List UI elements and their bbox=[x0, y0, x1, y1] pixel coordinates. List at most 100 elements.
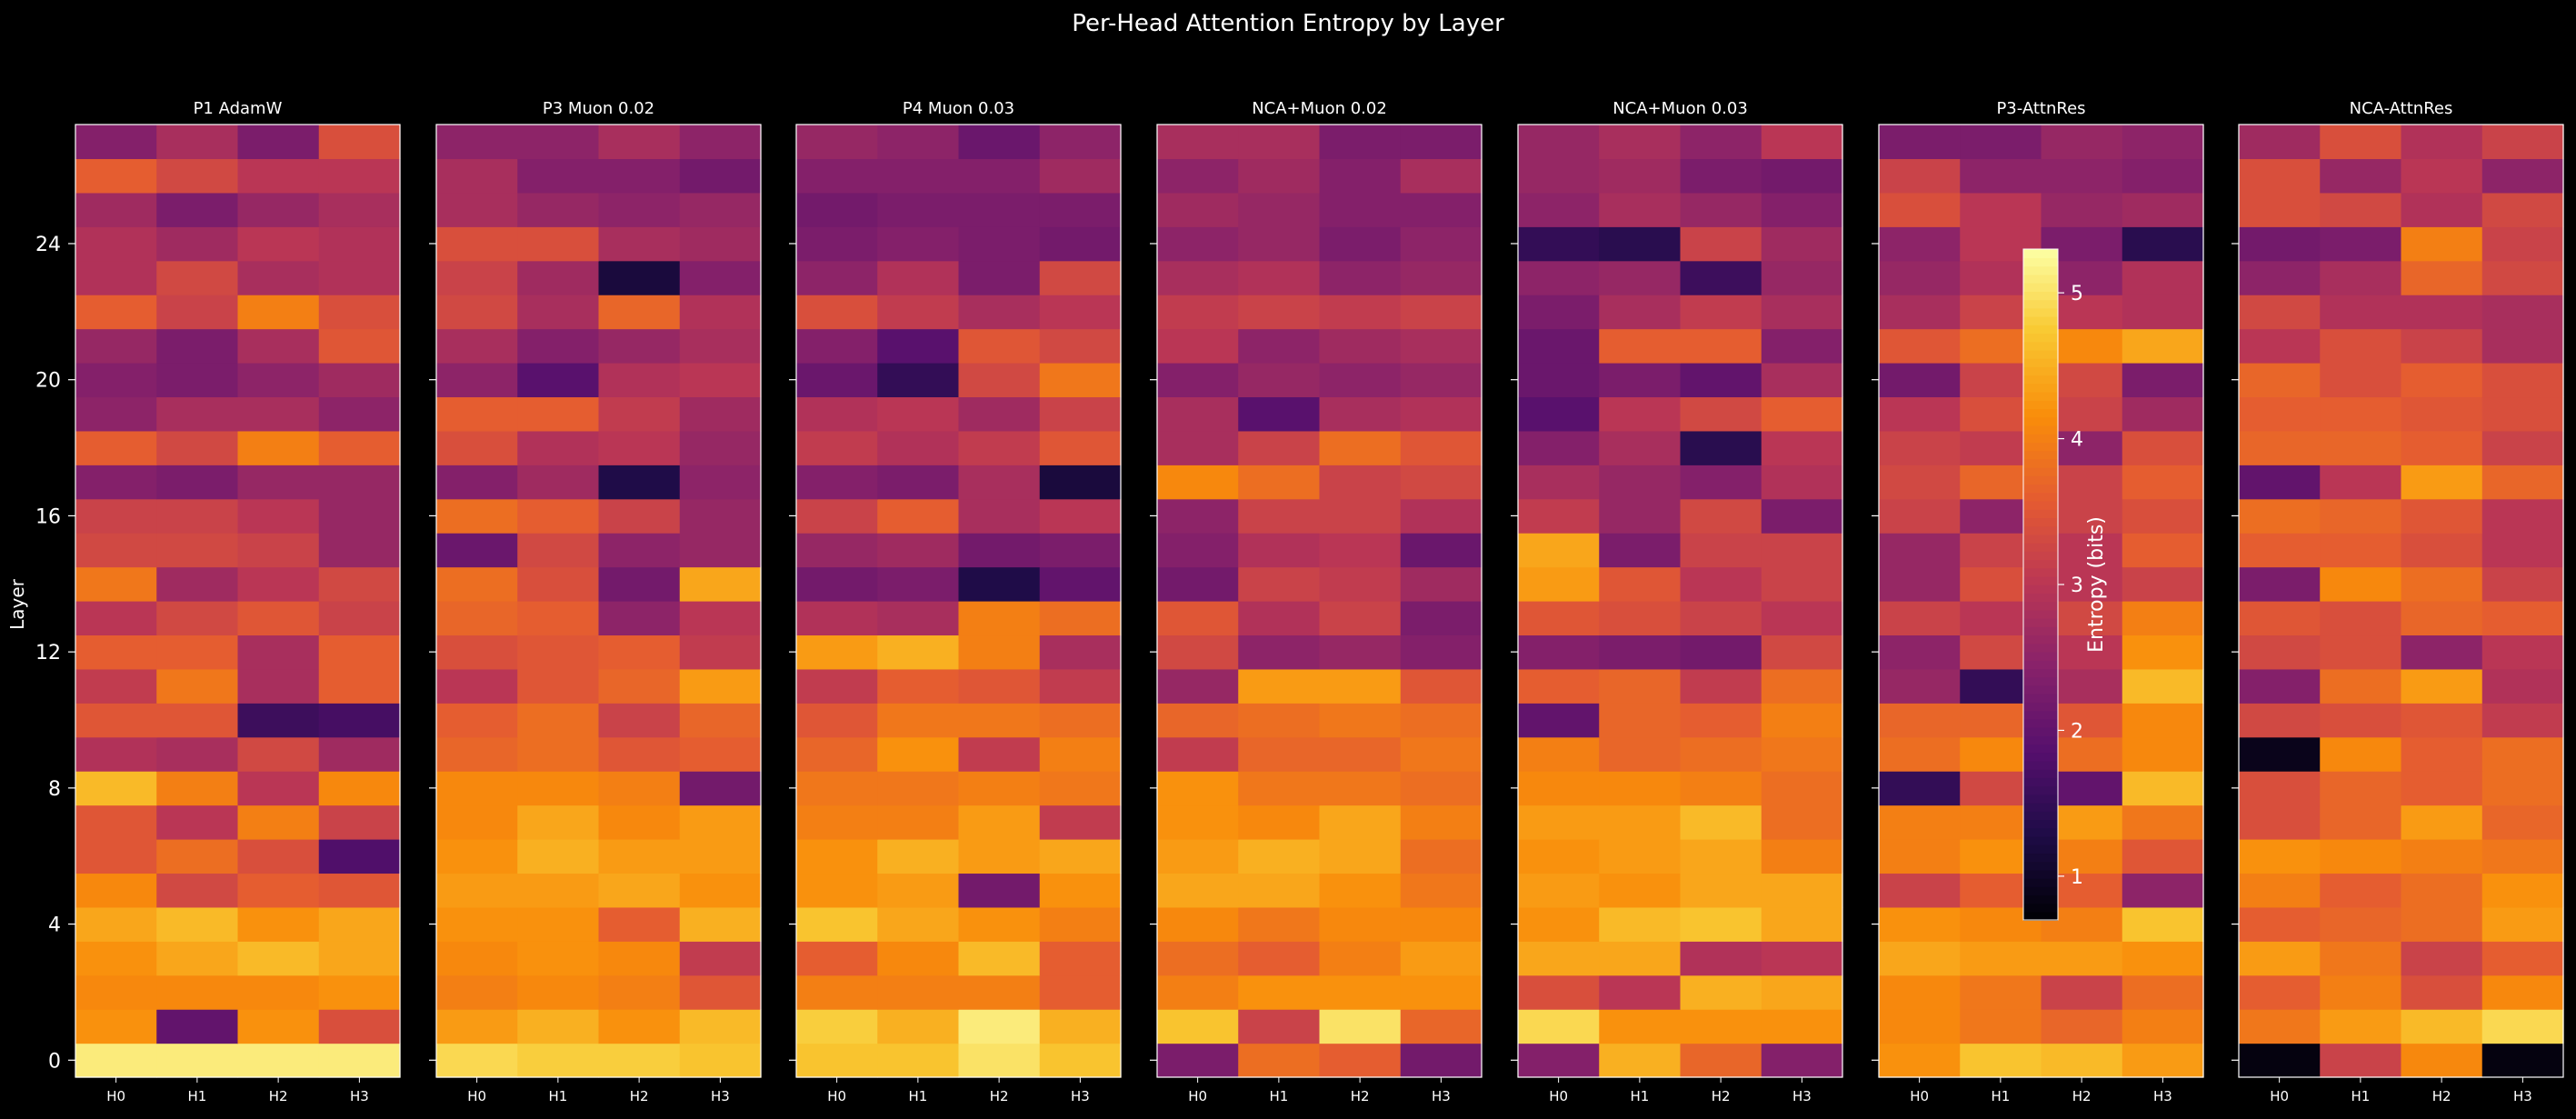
heatmap-cell bbox=[2481, 634, 2564, 670]
heatmap-cell bbox=[2122, 703, 2204, 738]
heatmap-cell bbox=[1599, 1009, 1682, 1044]
heatmap-cell bbox=[2401, 363, 2483, 398]
heatmap-cell bbox=[598, 736, 681, 772]
heatmap-cell bbox=[1039, 736, 1122, 772]
heatmap-cell bbox=[1039, 804, 1122, 840]
heatmap-cell bbox=[2122, 533, 2204, 568]
heatmap-cell bbox=[1039, 158, 1122, 194]
heatmap-cell bbox=[598, 430, 681, 465]
heatmap-cell bbox=[1518, 498, 1600, 534]
heatmap-cell bbox=[1319, 873, 1402, 908]
heatmap-cell bbox=[2122, 804, 2204, 840]
heatmap-panel: NCA+Muon 0.03 H0 H1 H2 H3 bbox=[1511, 99, 1843, 1104]
heatmap-cell bbox=[1400, 736, 1483, 772]
heatmap-cell bbox=[1157, 328, 1239, 364]
heatmap-cell bbox=[2401, 328, 2483, 364]
heatmap-cell bbox=[1238, 295, 1321, 330]
heatmap-cell bbox=[877, 158, 960, 194]
heatmap-cell bbox=[436, 328, 518, 364]
heatmap-cell bbox=[237, 703, 320, 738]
x-tick-label: H0 bbox=[1910, 1088, 1929, 1104]
heatmap-cell bbox=[1157, 1043, 1239, 1078]
colorbar-segment bbox=[2023, 693, 2058, 703]
heatmap-cell bbox=[2401, 260, 2483, 295]
heatmap-cell bbox=[877, 226, 960, 262]
heatmap-cell bbox=[1238, 873, 1321, 908]
heatmap-cell bbox=[1518, 192, 1600, 227]
heatmap-cell bbox=[2122, 1009, 2204, 1044]
heatmap-cell bbox=[1599, 158, 1682, 194]
y-tick-label: 12 bbox=[35, 642, 61, 664]
heatmap-cell bbox=[1761, 634, 1843, 670]
colorbar-segment bbox=[2023, 601, 2058, 611]
heatmap-cell bbox=[517, 192, 600, 227]
heatmap-cell bbox=[598, 295, 681, 330]
heatmap-cell bbox=[2481, 804, 2564, 840]
heatmap-cell bbox=[1518, 839, 1600, 874]
heatmap-cell bbox=[156, 396, 239, 432]
heatmap-cell bbox=[1319, 158, 1402, 194]
heatmap-cell bbox=[1518, 363, 1600, 398]
heatmap-cell bbox=[1680, 839, 1762, 874]
x-tick-label: H1 bbox=[1269, 1088, 1288, 1104]
heatmap-cell bbox=[2401, 396, 2483, 432]
heatmap-cell bbox=[2481, 192, 2564, 227]
heatmap-cell bbox=[598, 328, 681, 364]
heatmap-cell bbox=[318, 260, 401, 295]
heatmap-cell bbox=[318, 430, 401, 465]
heatmap-cell bbox=[156, 295, 239, 330]
heatmap-cell bbox=[1599, 1043, 1682, 1078]
heatmap-cell bbox=[237, 260, 320, 295]
heatmap-cell bbox=[436, 736, 518, 772]
heatmap-cell bbox=[2122, 158, 2204, 194]
heatmap-cell bbox=[877, 533, 960, 568]
heatmap-cell bbox=[679, 498, 762, 534]
y-tick-label: 8 bbox=[48, 778, 61, 801]
panel-title: P4 Muon 0.03 bbox=[903, 99, 1014, 118]
x-tick-label: H0 bbox=[2270, 1088, 2289, 1104]
heatmap-cell bbox=[1680, 601, 1762, 636]
heatmap-cell bbox=[1680, 465, 1762, 500]
colorbar-segment bbox=[2023, 668, 2058, 678]
heatmap-cell bbox=[1238, 634, 1321, 670]
heatmap-cell bbox=[2320, 396, 2402, 432]
heatmap-cell bbox=[2239, 498, 2321, 534]
colorbar-segment bbox=[2023, 466, 2058, 476]
heatmap-cell bbox=[1400, 328, 1483, 364]
heatmap-cell bbox=[1879, 601, 1961, 636]
heatmap-cell bbox=[1319, 295, 1402, 330]
heatmap-cell bbox=[598, 533, 681, 568]
heatmap-cell bbox=[1319, 498, 1402, 534]
heatmap-cell bbox=[318, 804, 401, 840]
heatmap-cell bbox=[1960, 158, 2042, 194]
heatmap-cell bbox=[1518, 906, 1600, 942]
heatmap-cell bbox=[2401, 533, 2483, 568]
heatmap-cell bbox=[75, 125, 157, 160]
heatmap-cell bbox=[1879, 125, 1961, 160]
heatmap-cell bbox=[2122, 260, 2204, 295]
heatmap-cell bbox=[318, 328, 401, 364]
heatmap-cell bbox=[2401, 158, 2483, 194]
heatmap-cell bbox=[1599, 974, 1682, 1010]
heatmap-cell bbox=[318, 396, 401, 432]
colorbar-segment bbox=[2023, 375, 2058, 385]
heatmap-cell bbox=[2401, 226, 2483, 262]
heatmap-cell bbox=[1518, 974, 1600, 1010]
heatmap-cell bbox=[1761, 804, 1843, 840]
heatmap-cell bbox=[2239, 668, 2321, 704]
heatmap-cell bbox=[2320, 192, 2402, 227]
heatmap-cell bbox=[156, 601, 239, 636]
heatmap-cell bbox=[1238, 601, 1321, 636]
heatmap-cell bbox=[1157, 158, 1239, 194]
y-tick-label: 0 bbox=[48, 1050, 61, 1073]
heatmap-cell bbox=[2122, 634, 2204, 670]
heatmap-cell bbox=[1761, 430, 1843, 465]
heatmap-cell bbox=[1599, 941, 1682, 976]
heatmap-cell bbox=[436, 396, 518, 432]
heatmap-cell bbox=[1680, 634, 1762, 670]
colorbar-segment bbox=[2023, 626, 2058, 636]
heatmap-cell bbox=[1879, 941, 1961, 976]
heatmap-cell bbox=[237, 804, 320, 840]
heatmap-cell bbox=[237, 498, 320, 534]
heatmap-cell bbox=[517, 226, 600, 262]
